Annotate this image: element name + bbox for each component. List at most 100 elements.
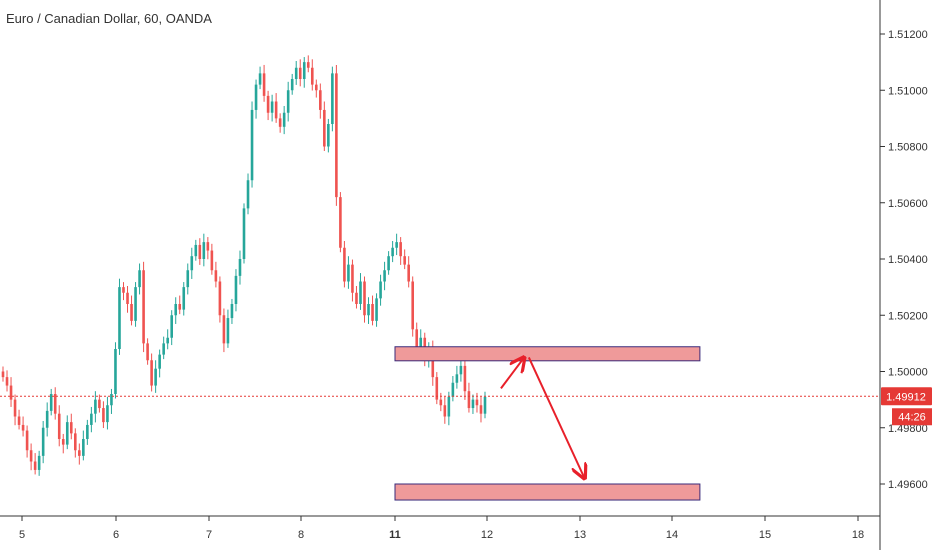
candle-body bbox=[254, 84, 258, 110]
candle-body bbox=[479, 405, 483, 414]
candle-body bbox=[186, 270, 190, 288]
candle-body bbox=[286, 90, 290, 113]
candle-body bbox=[435, 377, 439, 400]
candle-body bbox=[170, 315, 173, 338]
candle-body bbox=[238, 259, 242, 276]
candle-body bbox=[13, 399, 17, 417]
candle-body bbox=[182, 287, 186, 310]
current-price-tag-bg bbox=[881, 387, 932, 406]
candle-body bbox=[226, 318, 230, 344]
price-axis[interactable]: 1.51200 1.51000 1.50800 1.50600 1.50400 1.502… bbox=[880, 29, 928, 491]
candle-body bbox=[69, 422, 73, 434]
candle-body bbox=[359, 281, 362, 304]
candle-body bbox=[49, 394, 53, 411]
candle-body bbox=[202, 242, 206, 259]
candle-body bbox=[86, 424, 89, 439]
candle-body bbox=[463, 365, 467, 392]
candle-body bbox=[130, 304, 133, 321]
candle-body bbox=[407, 264, 410, 282]
candle-body bbox=[134, 287, 137, 321]
time-axis[interactable]: 5 6 7 8 11 12 13 14 15 18 bbox=[19, 516, 864, 541]
candle-body bbox=[33, 461, 37, 470]
candle-body bbox=[194, 244, 198, 257]
candle-body bbox=[9, 385, 13, 400]
candle-body bbox=[331, 73, 334, 124]
candle-body bbox=[118, 287, 121, 349]
candle-body bbox=[198, 244, 202, 259]
candle-body bbox=[246, 180, 250, 209]
candle-body bbox=[65, 422, 69, 445]
candle-body bbox=[162, 343, 165, 355]
candle-body bbox=[78, 450, 81, 456]
price-tick-label: 1.51200 bbox=[888, 29, 928, 41]
candle-body bbox=[154, 368, 157, 386]
candle-body bbox=[343, 247, 346, 282]
candle-body bbox=[218, 281, 222, 316]
candle-body bbox=[302, 62, 306, 79]
candle-body bbox=[262, 73, 266, 96]
candle-body bbox=[290, 79, 294, 91]
candle-body bbox=[278, 118, 282, 127]
candle-body bbox=[110, 394, 113, 406]
current-price-label: 1.49912 bbox=[886, 391, 926, 403]
candle-body bbox=[17, 416, 21, 425]
time-tick-label: 6 bbox=[113, 529, 119, 541]
candle-body bbox=[158, 354, 161, 369]
countdown-label: 44:26 bbox=[898, 411, 926, 423]
candle-body bbox=[114, 349, 117, 394]
candle-body bbox=[411, 281, 414, 330]
candle-body bbox=[375, 298, 378, 321]
candle-body bbox=[419, 337, 423, 352]
price-tick-label: 1.50200 bbox=[888, 310, 928, 322]
candle-body bbox=[451, 382, 455, 397]
candle-body bbox=[230, 304, 234, 319]
candle-body bbox=[383, 270, 386, 282]
projection-arrow[interactable] bbox=[527, 357, 585, 478]
candlestick-series bbox=[1, 55, 487, 476]
price-tick-label: 1.50600 bbox=[888, 198, 928, 210]
time-tick-label: 12 bbox=[481, 529, 493, 541]
candle-body bbox=[403, 256, 406, 265]
candle-body bbox=[459, 365, 463, 375]
time-tick-label: 14 bbox=[666, 529, 678, 541]
candle-body bbox=[45, 410, 49, 428]
candle-body bbox=[21, 424, 25, 431]
candle-body bbox=[5, 377, 9, 386]
candle-body bbox=[367, 304, 370, 316]
candle-body bbox=[150, 360, 153, 386]
candle-body bbox=[82, 439, 85, 456]
candle-body bbox=[447, 396, 451, 417]
candle-body bbox=[250, 109, 254, 181]
candle-body bbox=[234, 275, 238, 304]
candle-body bbox=[475, 399, 479, 406]
candle-body bbox=[298, 67, 302, 79]
candle-body bbox=[29, 450, 33, 462]
projection-arrow[interactable] bbox=[500, 357, 524, 389]
candle-body bbox=[174, 304, 178, 316]
candle-body bbox=[351, 264, 354, 293]
candle-body bbox=[214, 270, 218, 282]
candle-body bbox=[391, 247, 394, 257]
candle-body bbox=[178, 304, 182, 310]
candle-body bbox=[306, 62, 310, 68]
candle-body bbox=[310, 67, 314, 85]
time-tick-label: 7 bbox=[206, 529, 212, 541]
candle-body bbox=[355, 292, 358, 304]
candle-body bbox=[439, 399, 443, 406]
candle-body bbox=[190, 256, 194, 271]
candle-body bbox=[242, 208, 246, 259]
candle-body bbox=[106, 405, 109, 423]
resistance-zone[interactable] bbox=[394, 346, 701, 362]
chart-drawings[interactable] bbox=[394, 346, 701, 501]
candle-body bbox=[371, 304, 374, 321]
candle-body bbox=[126, 292, 129, 304]
price-tick-label: 1.50000 bbox=[888, 367, 928, 379]
candle-body bbox=[335, 73, 338, 198]
target-zone[interactable] bbox=[394, 483, 701, 501]
price-axis-pane[interactable] bbox=[881, 0, 932, 550]
current-price-tag: 1.49912 44:26 bbox=[881, 387, 932, 426]
candle-body bbox=[327, 124, 330, 147]
candle-body bbox=[399, 242, 402, 257]
